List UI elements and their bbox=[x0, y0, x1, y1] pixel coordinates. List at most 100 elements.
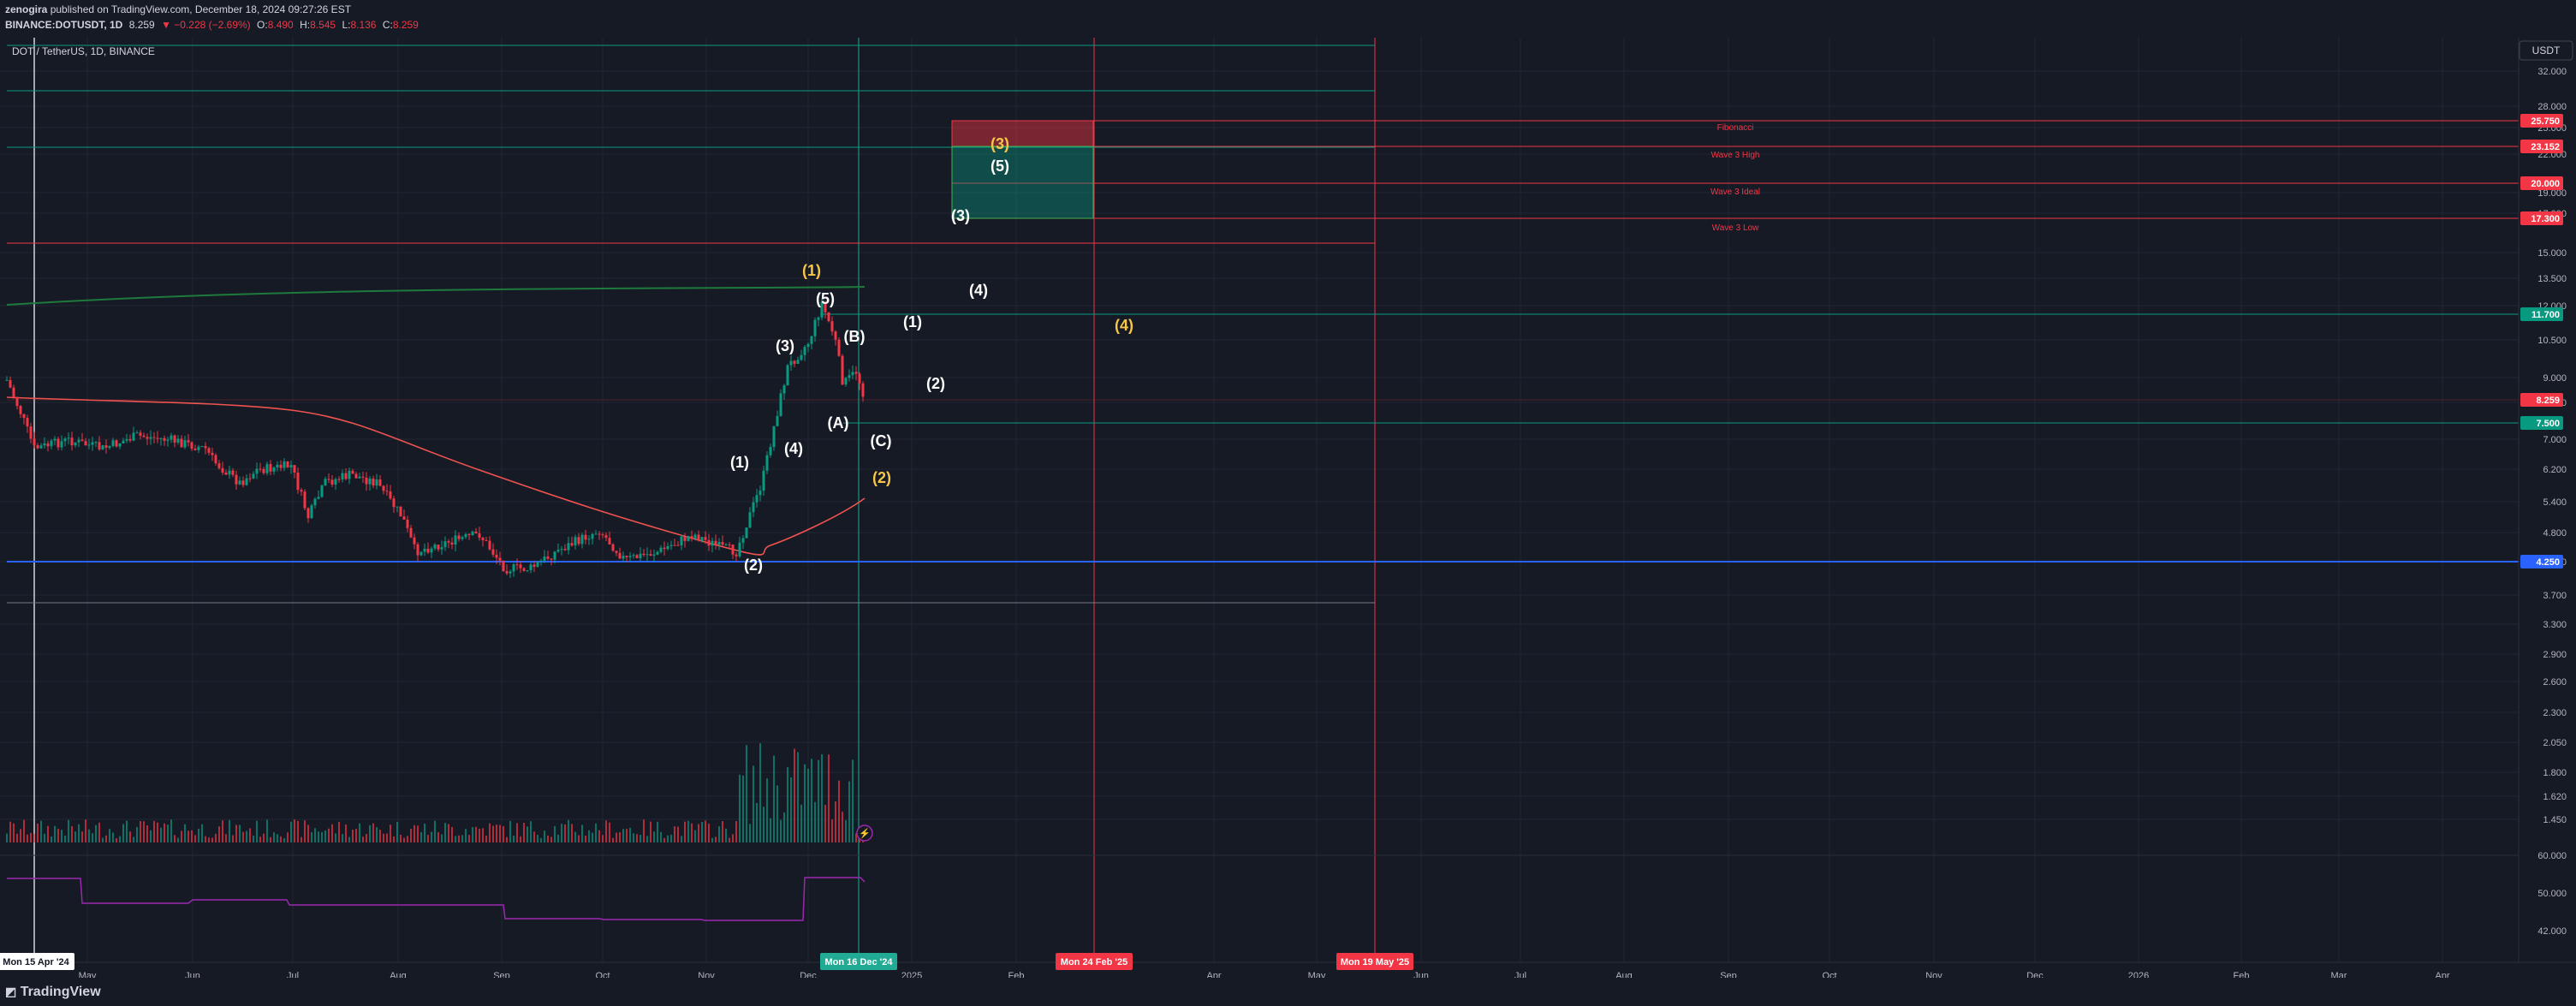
time-tick: Apr bbox=[2435, 971, 2449, 978]
svg-text:17.300: 17.300 bbox=[2531, 214, 2560, 224]
zone-green[interactable] bbox=[951, 146, 1094, 219]
svg-text:Mon 24 Feb '25: Mon 24 Feb '25 bbox=[1061, 957, 1127, 967]
price-label: 20.000 bbox=[2520, 176, 2563, 190]
price-tick: 10.500 bbox=[2537, 336, 2567, 346]
price-tick: 2.600 bbox=[2543, 677, 2567, 688]
tradingview-logo[interactable]: ◩ TradingView bbox=[5, 985, 101, 1000]
price-tick: 2.900 bbox=[2543, 650, 2567, 660]
wave-label: (1) bbox=[903, 313, 922, 330]
price-axis[interactable]: USDT bbox=[2518, 38, 2573, 962]
price-tick: 32.000 bbox=[2537, 67, 2567, 77]
price-tick: 9.000 bbox=[2543, 373, 2567, 384]
brand-name: TradingView bbox=[20, 985, 101, 999]
price-label: 4.250 bbox=[2520, 555, 2563, 568]
fib-labels: Fibonacci Wave 3 High Wave 3 Ideal Wave … bbox=[1710, 123, 1760, 233]
time-tick: 2026 bbox=[2128, 971, 2149, 978]
wave-label-yellow: (3) bbox=[991, 135, 1009, 152]
time-tick: 2025 bbox=[901, 971, 922, 978]
open-label: O: bbox=[257, 19, 268, 31]
svg-text:11.700: 11.700 bbox=[2531, 310, 2560, 320]
chart-header: zenogira published on TradingView.com, D… bbox=[0, 0, 2576, 38]
time-tick: May bbox=[1308, 971, 1326, 978]
tv-icon: ◩ bbox=[5, 985, 17, 998]
price-label: 23.152 bbox=[2520, 140, 2563, 153]
symbol-name[interactable]: BINANCE:DOTUSDT, 1D bbox=[5, 19, 123, 31]
high-value: 8.545 bbox=[310, 19, 336, 31]
time-badges: Mon 15 Apr '24 Mon 16 Dec '24 Mon 24 Feb '… bbox=[0, 953, 1413, 970]
svg-text:20.000: 20.000 bbox=[2531, 179, 2560, 189]
publish-info: zenogira published on TradingView.com, D… bbox=[5, 3, 351, 15]
wave-label: (1) bbox=[730, 454, 749, 471]
time-tick: Dec bbox=[800, 971, 817, 978]
fib-label: Wave 3 Low bbox=[1712, 223, 1759, 233]
wave-labels-yellow: (1) (2) (3) (4) bbox=[802, 135, 1133, 486]
svg-text:Mon 19 May '25: Mon 19 May '25 bbox=[1341, 957, 1409, 967]
wave-label: (C) bbox=[871, 432, 892, 449]
time-badge: Mon 19 May '25 bbox=[1336, 953, 1413, 970]
time-axis[interactable]: May Jun Jul Aug Sep Oct Nov Dec 2025 Feb Apr May Jun… bbox=[79, 971, 2450, 978]
ma-line bbox=[6, 396, 866, 556]
time-tick: Aug bbox=[1615, 971, 1633, 978]
price-tick: 7.000 bbox=[2543, 435, 2567, 445]
time-tick: Jul bbox=[1514, 971, 1526, 978]
wave-label: (4) bbox=[784, 440, 803, 457]
chart-legend[interactable]: DOT / TetherUS, 1D, BINANCE bbox=[12, 45, 155, 57]
wave-label: (2) bbox=[744, 557, 763, 574]
time-tick: Nov bbox=[698, 971, 715, 978]
symbol-info: BINANCE:DOTUSDT, 1D 8.259 ▼ −0.228 (−2.6… bbox=[5, 19, 419, 31]
svg-text:23.152: 23.152 bbox=[2531, 142, 2560, 152]
time-tick: Sep bbox=[493, 971, 510, 978]
close-value: 8.259 bbox=[392, 19, 419, 31]
price-tick: 28.000 bbox=[2537, 102, 2567, 112]
indicator-tick: 42.000 bbox=[2537, 926, 2567, 937]
footer: ◩ TradingView bbox=[0, 978, 2576, 1006]
fib-label: Wave 3 High bbox=[1711, 151, 1760, 160]
price-tick: 2.050 bbox=[2543, 738, 2567, 748]
long-ma-line bbox=[6, 286, 866, 306]
currency-button[interactable] bbox=[2519, 40, 2573, 61]
price-tick: 6.200 bbox=[2543, 465, 2567, 475]
wave-label-yellow: (4) bbox=[1115, 317, 1133, 334]
time-tick: Feb bbox=[2234, 971, 2250, 978]
grid bbox=[0, 38, 2519, 962]
price-label: 8.259 bbox=[2520, 393, 2563, 407]
currency-label: USDT bbox=[2532, 45, 2561, 57]
chart-canvas[interactable]: Fibonacci Wave 3 High Wave 3 Ideal Wave … bbox=[0, 38, 2576, 978]
author-name[interactable]: zenogira bbox=[5, 3, 48, 15]
price-tick: 5.400 bbox=[2543, 497, 2567, 508]
price-tick: 15.000 bbox=[2537, 248, 2567, 259]
indicator-tick: 60.000 bbox=[2537, 851, 2567, 861]
price-tick: 19.000 bbox=[2537, 188, 2567, 199]
price-tick: 1.800 bbox=[2543, 768, 2567, 778]
last-price: 8.259 bbox=[128, 19, 155, 31]
low-value: 8.136 bbox=[350, 19, 377, 31]
indicator-ticks: 60.000 50.000 42.000 bbox=[2537, 851, 2567, 937]
wave-label: (A) bbox=[828, 414, 849, 432]
rsi-line bbox=[7, 877, 866, 921]
time-tick: Aug bbox=[390, 971, 407, 978]
time-badge: Mon 24 Feb '25 bbox=[1056, 953, 1133, 970]
price-label: 25.750 bbox=[2520, 114, 2563, 128]
price-tick: 1.620 bbox=[2543, 792, 2567, 802]
fib-label: Wave 3 Ideal bbox=[1710, 188, 1760, 197]
price-label: 7.500 bbox=[2520, 416, 2563, 430]
time-tick: Jun bbox=[1413, 971, 1429, 978]
lightning-icon[interactable] bbox=[856, 824, 873, 842]
wave-label: (5) bbox=[816, 290, 835, 307]
zone-red[interactable] bbox=[951, 120, 1094, 147]
chart-background bbox=[0, 38, 2576, 978]
open-value: 8.490 bbox=[267, 19, 294, 31]
price-tick: 4.800 bbox=[2543, 528, 2567, 539]
time-tick: Sep bbox=[1720, 971, 1737, 978]
time-tick: Oct bbox=[595, 971, 610, 978]
svg-text:7.500: 7.500 bbox=[2536, 419, 2560, 429]
price-tick: 1.450 bbox=[2543, 815, 2567, 825]
close-label: C: bbox=[382, 19, 393, 31]
svg-text:Mon 15 Apr '24: Mon 15 Apr '24 bbox=[3, 957, 69, 967]
wave-label-yellow: (2) bbox=[872, 469, 891, 486]
wave-label: (5) bbox=[991, 158, 1009, 175]
time-tick: May bbox=[79, 971, 97, 978]
time-badge: Mon 16 Dec '24 bbox=[820, 953, 897, 970]
svg-text:8.259: 8.259 bbox=[2536, 396, 2560, 406]
wave-label: (3) bbox=[951, 207, 970, 224]
